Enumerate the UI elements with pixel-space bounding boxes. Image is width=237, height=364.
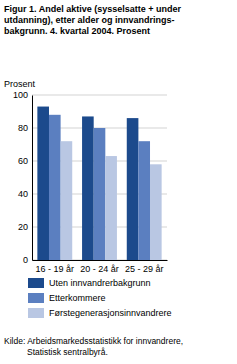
title-line: bakgrunn. 4. kvartal 2004. Prosent	[4, 26, 150, 36]
grid	[32, 95, 167, 260]
y-tick: 80	[18, 123, 32, 133]
y-tick-label: 40	[18, 189, 28, 199]
legend-swatch	[28, 278, 44, 288]
bar	[82, 116, 94, 260]
bar	[49, 115, 61, 260]
y-tick-label: 60	[18, 156, 28, 166]
y-tick-label: 80	[18, 123, 28, 133]
x-tick-label: 16 - 19 år	[36, 264, 75, 274]
x-axis-line	[33, 260, 168, 261]
source: Kilde: Arbeidsmarkedsstatistikk for innv…	[4, 336, 183, 357]
bar	[61, 141, 73, 260]
y-axis-title: Prosent	[4, 79, 36, 89]
bar	[150, 164, 162, 260]
title-line: utdanning), etter alder og innvandrings-	[4, 15, 175, 25]
bar	[127, 118, 139, 260]
bar	[94, 128, 106, 260]
y-tick-label: 0	[23, 255, 28, 265]
title-line: Figur 1. Andel aktive (sysselsatte + und…	[4, 4, 181, 14]
y-tick: 60	[18, 156, 32, 166]
source-line: Kilde: Arbeidsmarkedsstatistikk for innv…	[4, 336, 183, 346]
legend-label: Førstegenerasjonsinnvandrere	[49, 308, 172, 318]
legend-label: Uten innvandrerbakgrunn	[49, 278, 151, 288]
x-tick: 25 - 29 år	[125, 260, 164, 274]
bar	[37, 107, 49, 260]
y-tick-label: 100	[13, 90, 28, 100]
x-tick-label: 20 - 24 år	[80, 264, 119, 274]
legend-label: Etterkommere	[49, 293, 106, 303]
x-axis: 16 - 19 år 20 - 24 år 25 - 29 år	[33, 260, 168, 274]
y-tick-label: 20	[18, 222, 28, 232]
legend: Uten innvandrerbakgrunn Etterkommere Først…	[28, 278, 172, 318]
x-tick: 16 - 19 år	[36, 260, 75, 274]
legend-swatch	[28, 293, 44, 303]
x-tick-label: 25 - 29 år	[125, 264, 164, 274]
x-tick: 20 - 24 år	[80, 260, 119, 274]
y-axis-line	[32, 96, 33, 261]
y-axis: 0 20 40 60 80 100	[13, 90, 33, 265]
y-tick: 0	[23, 255, 32, 265]
chart: Figur 1. Andel aktive (sysselsatte + und…	[0, 0, 237, 364]
legend-swatch	[28, 308, 44, 318]
title: Figur 1. Andel aktive (sysselsatte + und…	[4, 4, 181, 36]
source-line: Statistisk sentralbyrå.	[27, 347, 108, 357]
y-tick: 40	[18, 189, 32, 199]
bar	[138, 141, 150, 260]
bars	[37, 107, 161, 260]
grid-line	[32, 95, 167, 96]
bar	[105, 156, 117, 260]
y-tick: 100	[13, 90, 32, 100]
y-tick: 20	[18, 222, 32, 232]
